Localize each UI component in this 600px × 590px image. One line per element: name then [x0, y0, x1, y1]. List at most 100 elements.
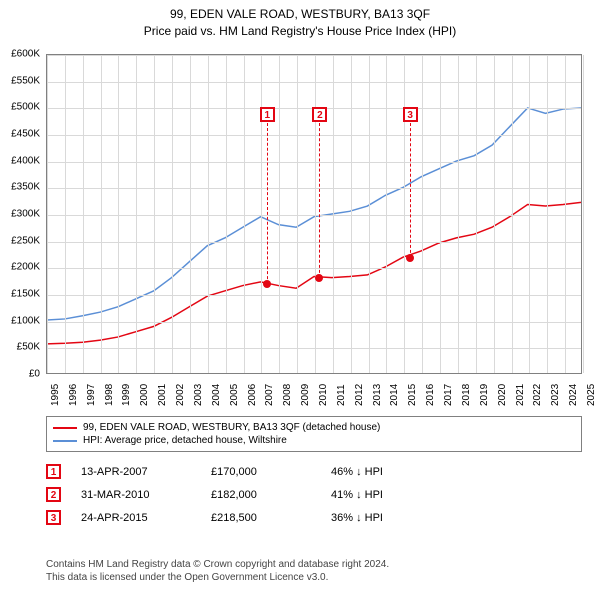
grid-line-v: [279, 55, 280, 373]
sale-row: 324-APR-2015£218,50036% ↓ HPI: [46, 506, 582, 529]
sale-row-price: £218,500: [211, 512, 331, 524]
grid-line-h: [47, 268, 581, 269]
grid-line-h: [47, 82, 581, 83]
sale-row-price: £182,000: [211, 489, 331, 501]
grid-line-v: [136, 55, 137, 373]
legend-label: HPI: Average price, detached house, Wilt…: [83, 435, 287, 446]
y-tick-label: £300K: [11, 209, 40, 220]
series-line-hpi: [47, 108, 581, 320]
sale-marker-line: [410, 123, 411, 258]
grid-line-h: [47, 295, 581, 296]
sale-marker-line: [267, 123, 268, 284]
grid-line-v: [118, 55, 119, 373]
grid-line-v: [172, 55, 173, 373]
x-tick-label: 2023: [550, 384, 561, 406]
grid-line-h: [47, 215, 581, 216]
grid-line-h: [47, 242, 581, 243]
grid-line-v: [476, 55, 477, 373]
x-tick-label: 1998: [104, 384, 115, 406]
grid-line-v: [547, 55, 548, 373]
legend: 99, EDEN VALE ROAD, WESTBURY, BA13 3QF (…: [46, 416, 582, 452]
grid-line-v: [422, 55, 423, 373]
x-tick-label: 2017: [443, 384, 454, 406]
legend-row: HPI: Average price, detached house, Wilt…: [53, 434, 575, 447]
x-tick-label: 2009: [300, 384, 311, 406]
chart-container: 99, EDEN VALE ROAD, WESTBURY, BA13 3QF P…: [0, 0, 600, 590]
x-tick-label: 1997: [86, 384, 97, 406]
y-tick-label: £450K: [11, 129, 40, 140]
y-tick-label: £550K: [11, 75, 40, 86]
sale-row-marker: 1: [46, 464, 61, 479]
x-tick-label: 2002: [175, 384, 186, 406]
sale-row-marker: 2: [46, 487, 61, 502]
grid-line-v: [512, 55, 513, 373]
sale-marker-box: 2: [312, 107, 327, 122]
x-tick-label: 1996: [68, 384, 79, 406]
x-tick-label: 2022: [532, 384, 543, 406]
legend-label: 99, EDEN VALE ROAD, WESTBURY, BA13 3QF (…: [83, 422, 380, 433]
sale-row-date: 13-APR-2007: [81, 466, 211, 478]
sales-table: 1 13-APR-2007£170,00046% ↓ HPI 2 31-MAR-201…: [46, 460, 582, 529]
sale-marker-box: 1: [260, 107, 275, 122]
sale-row: 2 31-MAR-2010£182,00041% ↓ HPI: [46, 483, 582, 506]
grid-line-v: [154, 55, 155, 373]
x-tick-label: 2005: [229, 384, 240, 406]
sale-row-date: 31-MAR-2010: [81, 489, 211, 501]
y-tick-label: £350K: [11, 182, 40, 193]
chart-title-line1: 99, EDEN VALE ROAD, WESTBURY, BA13 3QF: [0, 6, 600, 23]
sale-row-date: 24-APR-2015: [81, 512, 211, 524]
x-tick-label: 2001: [157, 384, 168, 406]
grid-line-v: [101, 55, 102, 373]
y-tick-label: £50K: [17, 342, 40, 353]
sale-row-price: £170,000: [211, 466, 331, 478]
legend-swatch: [53, 440, 77, 442]
grid-line-v: [244, 55, 245, 373]
x-tick-label: 2012: [354, 384, 365, 406]
sale-row-marker: 3: [46, 510, 61, 525]
chart-title-line2: Price paid vs. HM Land Registry's House …: [0, 23, 600, 40]
grid-line-v: [369, 55, 370, 373]
y-tick-label: £600K: [11, 49, 40, 60]
x-tick-label: 2006: [247, 384, 258, 406]
grid-line-v: [297, 55, 298, 373]
x-tick-label: 2016: [425, 384, 436, 406]
x-axis: 1995199619971998199920002001200220032004…: [46, 376, 582, 410]
x-tick-label: 2007: [264, 384, 275, 406]
x-tick-label: 2011: [336, 384, 347, 406]
sale-marker-point: [406, 254, 414, 262]
footer-note: Contains HM Land Registry data © Crown c…: [46, 558, 389, 584]
grid-line-v: [458, 55, 459, 373]
x-tick-label: 2024: [568, 384, 579, 406]
x-tick-label: 1995: [50, 384, 61, 406]
footer-line1: Contains HM Land Registry data © Crown c…: [46, 558, 389, 571]
grid-line-v: [47, 55, 48, 373]
x-tick-label: 2020: [497, 384, 508, 406]
grid-line-v: [315, 55, 316, 373]
sale-row-delta: 41% ↓ HPI: [331, 489, 383, 501]
grid-line-v: [386, 55, 387, 373]
grid-line-v: [529, 55, 530, 373]
x-tick-label: 2003: [193, 384, 204, 406]
y-tick-label: £0: [29, 369, 40, 380]
y-tick-label: £500K: [11, 102, 40, 113]
y-tick-label: £400K: [11, 155, 40, 166]
grid-line-v: [190, 55, 191, 373]
grid-line-v: [440, 55, 441, 373]
y-tick-label: £100K: [11, 315, 40, 326]
grid-line-v: [565, 55, 566, 373]
x-tick-label: 1999: [121, 384, 132, 406]
grid-line-h: [47, 188, 581, 189]
sale-marker-point: [315, 274, 323, 282]
x-tick-label: 2010: [318, 384, 329, 406]
grid-line-v: [226, 55, 227, 373]
y-tick-label: £200K: [11, 262, 40, 273]
sale-marker-box: 3: [403, 107, 418, 122]
sale-row-delta: 46% ↓ HPI: [331, 466, 383, 478]
sale-marker-line: [319, 123, 320, 278]
legend-swatch: [53, 427, 77, 429]
x-tick-label: 2000: [139, 384, 150, 406]
grid-line-v: [404, 55, 405, 373]
grid-line-h: [47, 348, 581, 349]
y-axis: £0£50K£100K£150K£200K£250K£300K£350K£400…: [0, 54, 44, 374]
x-tick-label: 2015: [407, 384, 418, 406]
